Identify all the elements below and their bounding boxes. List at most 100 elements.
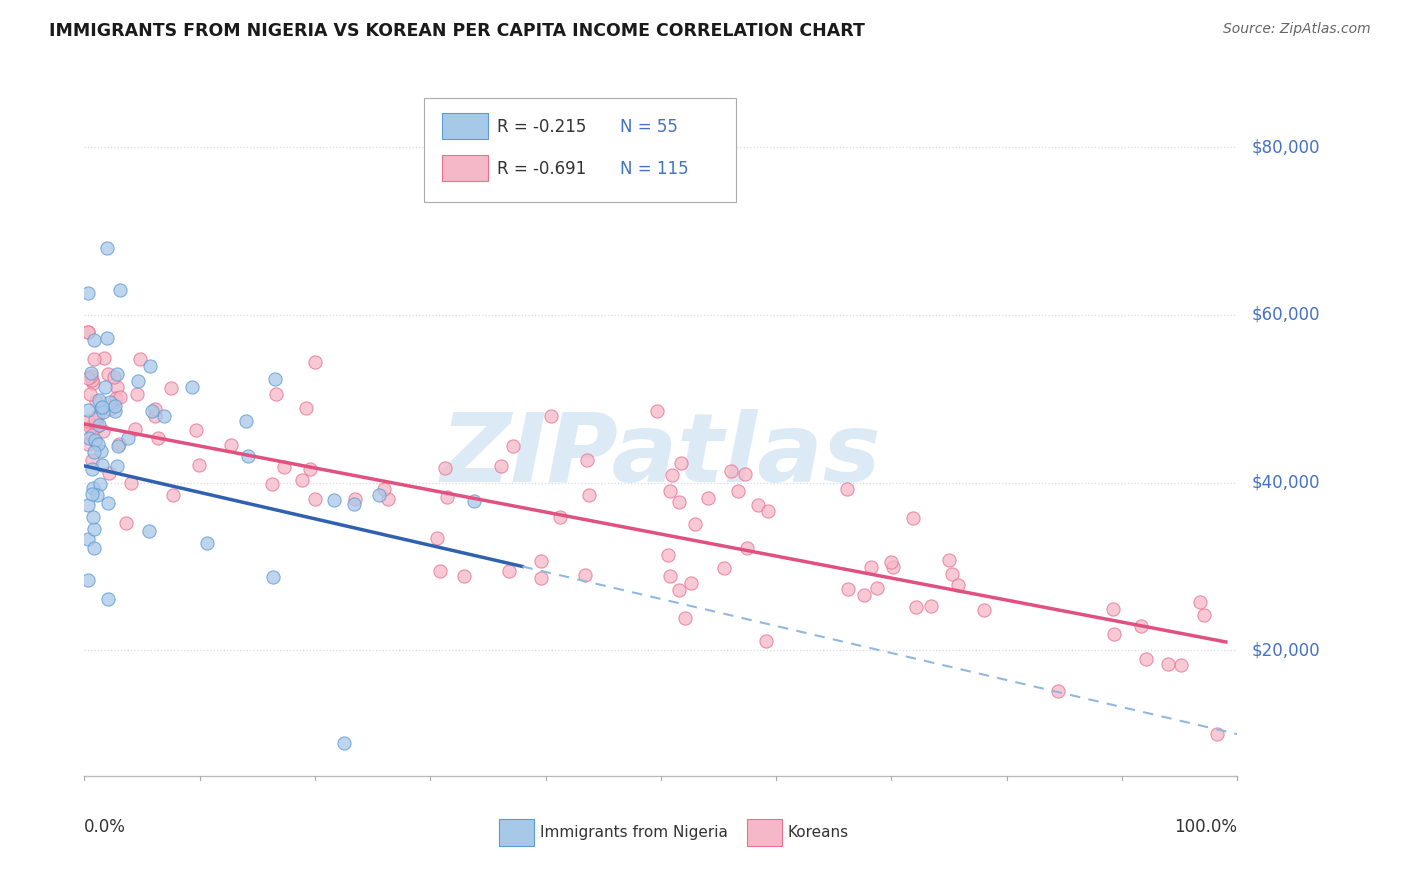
- Point: [79, 368, 101, 383]
- Point: [76, 414, 98, 428]
- Text: $80,000: $80,000: [1251, 138, 1320, 156]
- Point: [548, 509, 571, 524]
- Point: [344, 492, 367, 507]
- Point: [84, 434, 107, 449]
- Point: [143, 401, 166, 416]
- Point: [83, 433, 105, 447]
- Point: [96, 331, 118, 345]
- Point: [83, 333, 105, 347]
- Point: [298, 462, 321, 476]
- Point: [184, 423, 207, 437]
- Point: [747, 498, 769, 512]
- Point: [498, 564, 520, 578]
- Point: [973, 603, 995, 617]
- Text: 100.0%: 100.0%: [1174, 818, 1237, 836]
- Point: [755, 634, 778, 648]
- Point: [188, 458, 211, 472]
- Point: [90, 444, 112, 458]
- Point: [86, 417, 108, 432]
- Point: [669, 456, 692, 470]
- Point: [882, 559, 904, 574]
- Point: [180, 380, 202, 394]
- Point: [1157, 657, 1180, 671]
- Point: [530, 571, 553, 585]
- Point: [735, 541, 758, 556]
- Point: [853, 589, 876, 603]
- Point: [76, 498, 98, 512]
- Point: [90, 401, 112, 416]
- Point: [1135, 652, 1157, 666]
- Point: [901, 511, 924, 525]
- Point: [83, 352, 105, 367]
- Point: [1188, 595, 1211, 609]
- Point: [143, 409, 166, 424]
- Point: [79, 387, 101, 401]
- Point: [668, 495, 690, 509]
- Point: [82, 427, 104, 442]
- Point: [129, 352, 152, 367]
- Point: [377, 491, 399, 506]
- Point: [82, 481, 104, 495]
- Point: [105, 391, 128, 405]
- Point: [683, 516, 706, 531]
- Point: [91, 405, 114, 419]
- Point: [426, 532, 449, 546]
- Point: [80, 487, 103, 501]
- Point: [107, 439, 129, 453]
- Point: [235, 414, 257, 428]
- Point: [659, 569, 682, 583]
- Point: [661, 468, 683, 483]
- Point: [117, 431, 139, 445]
- Point: [463, 494, 485, 508]
- Point: [84, 394, 107, 409]
- Text: N = 55: N = 55: [620, 118, 678, 136]
- Text: 0.0%: 0.0%: [84, 818, 127, 836]
- Point: [89, 477, 111, 491]
- Point: [734, 467, 756, 481]
- Point: [152, 409, 174, 423]
- Point: [343, 497, 366, 511]
- Point: [146, 431, 169, 445]
- Point: [938, 553, 960, 567]
- Bar: [441, 154, 488, 181]
- Point: [941, 566, 963, 581]
- Text: N = 115: N = 115: [620, 160, 689, 178]
- Text: Koreans: Koreans: [787, 825, 849, 840]
- Point: [322, 493, 344, 508]
- Point: [453, 569, 475, 583]
- Point: [76, 325, 98, 339]
- Point: [859, 560, 882, 574]
- Point: [575, 453, 598, 467]
- Point: [263, 372, 285, 386]
- Point: [837, 582, 859, 596]
- Bar: [748, 819, 782, 846]
- Point: [79, 419, 101, 434]
- Point: [98, 466, 121, 480]
- Point: [657, 548, 679, 562]
- Point: [905, 600, 928, 615]
- Point: [1046, 684, 1069, 698]
- Point: [138, 359, 160, 373]
- Point: [87, 408, 110, 422]
- Point: [103, 394, 125, 409]
- Point: [195, 536, 218, 550]
- Point: [76, 325, 98, 339]
- Point: [98, 394, 121, 409]
- Point: [530, 554, 553, 568]
- Point: [80, 461, 103, 475]
- Point: [96, 367, 118, 381]
- Point: [105, 380, 128, 394]
- Point: [727, 484, 749, 499]
- Point: [368, 488, 391, 502]
- Point: [76, 371, 98, 385]
- Point: [696, 491, 718, 505]
- FancyBboxPatch shape: [425, 98, 735, 202]
- Point: [1130, 619, 1153, 633]
- Point: [713, 560, 735, 574]
- Point: [82, 373, 104, 387]
- Point: [80, 452, 103, 467]
- Point: [86, 488, 108, 502]
- Point: [948, 577, 970, 591]
- Point: [645, 404, 668, 418]
- Point: [540, 409, 562, 423]
